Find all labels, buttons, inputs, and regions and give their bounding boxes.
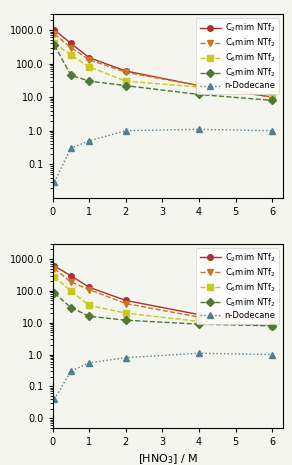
C$_8$mim NTf$_2$ — [69, 73, 73, 78]
Line: C$_2$mim NTf$_2$: C$_2$mim NTf$_2$ — [52, 27, 275, 100]
C$_2$mim NTf$_2$ — [87, 285, 91, 290]
C$_2$mim NTf$_2$ — [69, 40, 73, 46]
Line: C$_6$mim NTf$_2$: C$_6$mim NTf$_2$ — [52, 274, 275, 329]
C$_6$mim NTf$_2$ — [124, 310, 128, 316]
C$_4$mim NTf$_2$ — [53, 31, 56, 37]
C$_4$mim NTf$_2$ — [124, 69, 128, 75]
C$_4$mim NTf$_2$ — [124, 301, 128, 306]
X-axis label: [HNO$_3$] / M: [HNO$_3$] / M — [138, 452, 198, 465]
C$_6$mim NTf$_2$ — [124, 78, 128, 84]
C$_6$mim NTf$_2$ — [53, 274, 56, 279]
C$_2$mim NTf$_2$ — [270, 318, 274, 323]
C$_8$mim NTf$_2$ — [87, 313, 91, 319]
n-Dodecane — [69, 368, 73, 374]
C$_2$mim NTf$_2$ — [124, 298, 128, 303]
C$_6$mim NTf$_2$ — [53, 40, 56, 46]
Legend: C$_2$mim NTf$_2$, C$_4$mim NTf$_2$, C$_6$mim NTf$_2$, C$_8$mim NTf$_2$, n-Dodeca: C$_2$mim NTf$_2$, C$_4$mim NTf$_2$, C$_6… — [197, 18, 279, 94]
C$_2$mim NTf$_2$ — [124, 68, 128, 74]
n-Dodecane — [124, 355, 128, 360]
C$_8$mim NTf$_2$ — [197, 92, 201, 97]
C$_8$mim NTf$_2$ — [53, 42, 56, 48]
C$_6$mim NTf$_2$ — [69, 288, 73, 294]
n-Dodecane — [197, 126, 201, 132]
C$_2$mim NTf$_2$ — [53, 263, 56, 269]
C$_4$mim NTf$_2$ — [270, 94, 274, 100]
C$_8$mim NTf$_2$ — [53, 290, 56, 296]
C$_2$mim NTf$_2$ — [87, 55, 91, 60]
C$_2$mim NTf$_2$ — [270, 94, 274, 100]
C$_2$mim NTf$_2$ — [53, 27, 56, 33]
n-Dodecane — [53, 179, 56, 185]
C$_4$mim NTf$_2$ — [197, 83, 201, 88]
n-Dodecane — [270, 128, 274, 133]
C$_4$mim NTf$_2$ — [87, 287, 91, 292]
C$_8$mim NTf$_2$ — [197, 321, 201, 327]
n-Dodecane — [69, 146, 73, 151]
C$_8$mim NTf$_2$ — [124, 318, 128, 323]
C$_6$mim NTf$_2$ — [270, 92, 274, 97]
C$_2$mim NTf$_2$ — [197, 312, 201, 318]
C$_6$mim NTf$_2$ — [270, 323, 274, 329]
Line: C$_4$mim NTf$_2$: C$_4$mim NTf$_2$ — [52, 32, 275, 100]
C$_6$mim NTf$_2$ — [197, 84, 201, 90]
C$_6$mim NTf$_2$ — [87, 64, 91, 70]
C$_8$mim NTf$_2$ — [124, 83, 128, 88]
C$_8$mim NTf$_2$ — [69, 305, 73, 310]
C$_6$mim NTf$_2$ — [87, 303, 91, 308]
Line: C$_8$mim NTf$_2$: C$_8$mim NTf$_2$ — [52, 42, 275, 103]
n-Dodecane — [53, 396, 56, 402]
C$_2$mim NTf$_2$ — [69, 273, 73, 279]
C$_4$mim NTf$_2$ — [270, 318, 274, 323]
Line: n-Dodecane: n-Dodecane — [52, 126, 275, 185]
C$_4$mim NTf$_2$ — [69, 279, 73, 285]
Y-axis label: D$_{Eu(III)}$: D$_{Eu(III)}$ — [0, 319, 4, 352]
C$_4$mim NTf$_2$ — [53, 266, 56, 272]
Line: C$_4$mim NTf$_2$: C$_4$mim NTf$_2$ — [52, 266, 275, 323]
C$_6$mim NTf$_2$ — [69, 52, 73, 58]
n-Dodecane — [270, 352, 274, 357]
Line: C$_6$mim NTf$_2$: C$_6$mim NTf$_2$ — [52, 40, 275, 97]
C$_4$mim NTf$_2$ — [87, 57, 91, 62]
C$_4$mim NTf$_2$ — [69, 45, 73, 50]
Y-axis label: D$_{Am(III)}$: D$_{Am(III)}$ — [0, 88, 4, 124]
n-Dodecane — [197, 351, 201, 356]
n-Dodecane — [87, 360, 91, 365]
n-Dodecane — [124, 128, 128, 133]
C$_8$mim NTf$_2$ — [270, 98, 274, 103]
Line: n-Dodecane: n-Dodecane — [52, 351, 275, 402]
Line: C$_2$mim NTf$_2$: C$_2$mim NTf$_2$ — [52, 263, 275, 323]
Line: C$_8$mim NTf$_2$: C$_8$mim NTf$_2$ — [52, 290, 275, 329]
Legend: C$_2$mim NTf$_2$, C$_4$mim NTf$_2$, C$_6$mim NTf$_2$, C$_8$mim NTf$_2$, n-Dodeca: C$_2$mim NTf$_2$, C$_4$mim NTf$_2$, C$_6… — [197, 248, 279, 324]
C$_2$mim NTf$_2$ — [197, 83, 201, 88]
C$_8$mim NTf$_2$ — [87, 78, 91, 84]
C$_4$mim NTf$_2$ — [197, 314, 201, 320]
C$_6$mim NTf$_2$ — [197, 319, 201, 324]
C$_8$mim NTf$_2$ — [270, 323, 274, 329]
n-Dodecane — [87, 138, 91, 144]
